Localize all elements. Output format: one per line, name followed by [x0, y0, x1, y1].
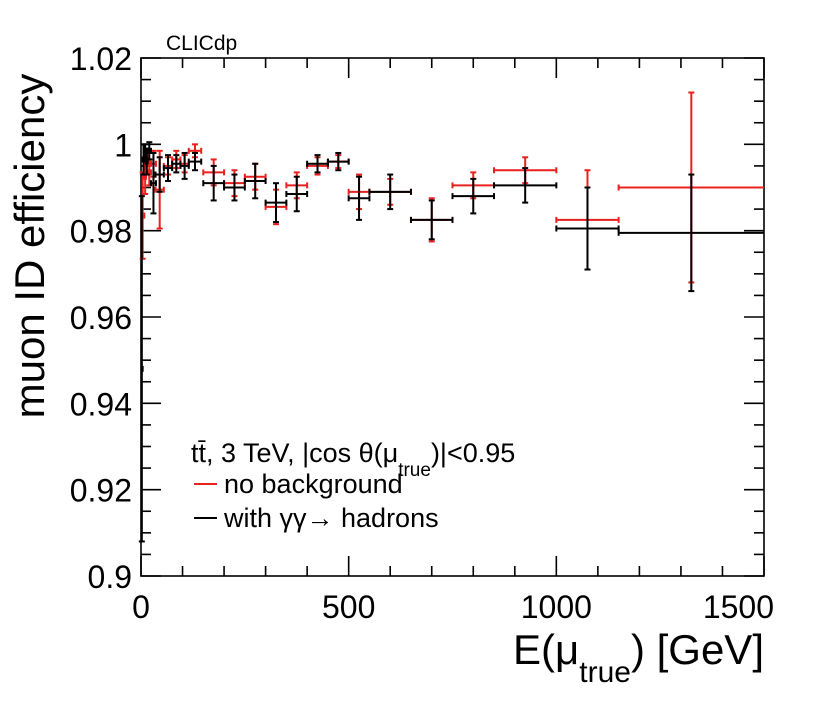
- legend-header-tail: )|<0.95: [431, 438, 515, 468]
- data-point: [306, 154, 329, 174]
- legend: tt̄, 3 TeV, |cos θ(μtrue)|<0.95 no backg…: [191, 438, 515, 533]
- series-with-gammagamma-hadrons: [138, 141, 764, 543]
- data-point: [162, 154, 174, 183]
- experiment-label: CLICdp: [166, 32, 237, 55]
- y-tick-label: 0.92: [70, 473, 132, 509]
- x-axis-ticks: [140, 58, 765, 576]
- data-point: [187, 151, 203, 172]
- x-tick-label: 500: [322, 589, 375, 625]
- x-tick-label: 1500: [703, 589, 774, 625]
- y-axis-label: muon ID efficiency: [6, 74, 53, 419]
- y-tick-label: 0.96: [70, 300, 132, 336]
- data-point: [409, 199, 454, 241]
- data-point: [202, 164, 226, 202]
- legend-header-subscript: true: [398, 460, 431, 481]
- data-point: [179, 151, 190, 180]
- y-tick-label: 1.02: [70, 41, 132, 77]
- x-axis-label-tail: ) [GeV]: [631, 626, 764, 673]
- x-axis-label-subscript: true: [579, 656, 631, 689]
- legend-header-main: tt̄, 3 TeV, |cos θ(μ: [191, 438, 398, 468]
- data-point: [617, 173, 764, 293]
- x-axis-tick-labels: 0 500 1000 1500: [132, 589, 774, 625]
- data-point: [171, 154, 182, 174]
- legend-entry-no-background: no background: [224, 469, 403, 499]
- data-point: [368, 173, 412, 211]
- data-point: [493, 167, 558, 204]
- data-point: [326, 151, 350, 172]
- data-point: [138, 195, 145, 543]
- data-point: [264, 182, 288, 224]
- y-tick-label: 0.9: [88, 559, 132, 595]
- y-tick-label: 0.94: [70, 386, 132, 422]
- x-tick-label: 0: [132, 589, 150, 625]
- x-tick-label: 1000: [521, 589, 592, 625]
- y-axis-tick-labels: 0.9 0.92 0.94 0.96 0.98 1 1.02: [70, 41, 132, 595]
- y-tick-label: 1: [114, 127, 132, 163]
- data-point: [451, 177, 496, 215]
- y-tick-label: 0.98: [70, 214, 132, 250]
- data-point: [285, 175, 309, 213]
- data-point: [154, 156, 165, 193]
- data-point: [347, 175, 371, 221]
- legend-entry-with-hadrons: with γγ→ hadrons: [223, 503, 439, 533]
- x-axis-label-main: E(μ: [513, 626, 579, 673]
- data-point: [149, 151, 157, 215]
- legend-header: tt̄, 3 TeV, |cos θ(μtrue)|<0.95: [191, 438, 515, 481]
- x-axis-label: E(μtrue) [GeV]: [513, 626, 764, 689]
- data-point: [243, 162, 267, 200]
- data-point: [223, 173, 246, 202]
- data-point: [555, 186, 620, 271]
